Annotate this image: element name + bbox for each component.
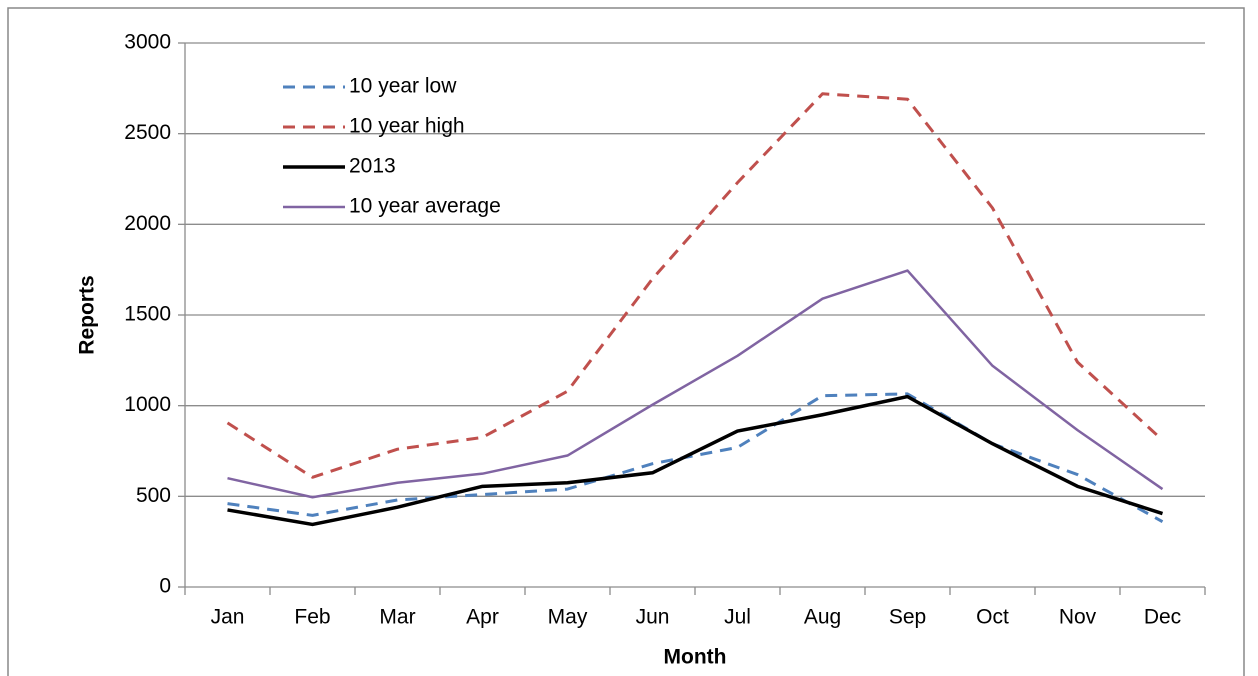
legend-label: 2013	[349, 155, 396, 178]
chart-border	[7, 7, 1245, 676]
x-tick-label: Feb	[294, 606, 330, 629]
x-tick-label: Aug	[804, 606, 841, 629]
y-tick-label: 2500	[124, 121, 171, 144]
y-tick-label: 2000	[124, 212, 171, 235]
x-tick-label: Jun	[636, 606, 670, 629]
y-tick-label: 1000	[124, 393, 171, 416]
y-tick-label: 500	[136, 484, 171, 507]
x-tick-label: Jan	[211, 606, 245, 629]
x-tick-label: May	[548, 606, 588, 629]
x-axis-title: Month	[664, 646, 727, 669]
y-tick-label: 0	[159, 575, 171, 598]
y-axis-title: Reports	[76, 275, 99, 354]
series-line	[226, 92, 1164, 479]
y-tick-label: 1500	[124, 303, 171, 326]
x-tick-label: Sep	[889, 606, 926, 629]
x-tick-label: Nov	[1059, 606, 1097, 629]
x-tick-label: Jul	[724, 606, 751, 629]
legend-label: 10 year average	[349, 195, 501, 218]
x-tick-label: Oct	[976, 606, 1009, 629]
x-tick-label: Apr	[466, 606, 499, 629]
y-tick-label: 3000	[124, 31, 171, 54]
legend-label: 10 year low	[349, 75, 457, 98]
series-line	[227, 394, 1164, 527]
x-tick-label: Dec	[1144, 606, 1181, 629]
legend-label: 10 year high	[349, 115, 465, 138]
series-line	[227, 269, 1164, 499]
x-tick-label: Mar	[379, 606, 415, 629]
